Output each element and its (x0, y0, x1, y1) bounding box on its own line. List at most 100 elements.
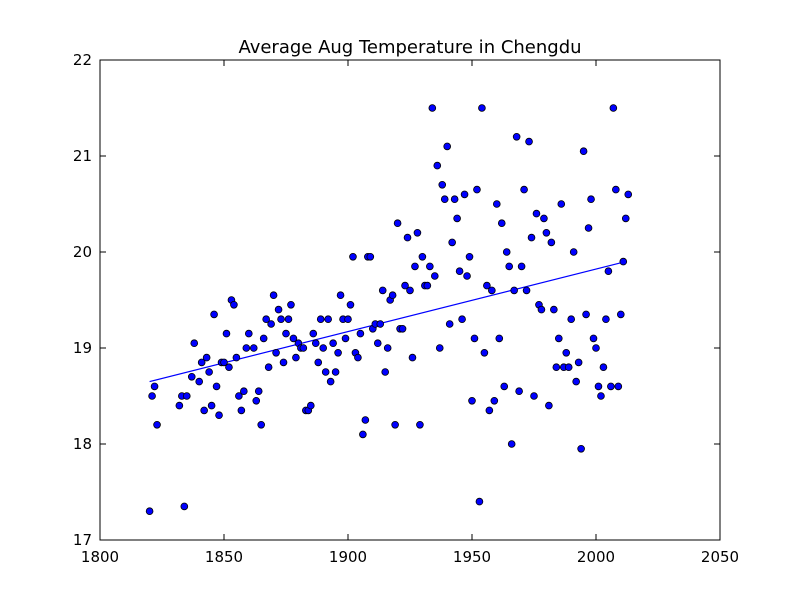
data-point (336, 291, 345, 300)
data-point (366, 252, 375, 261)
data-point (433, 161, 442, 170)
data-point (602, 315, 610, 324)
data-point (455, 267, 464, 276)
data-point (210, 310, 218, 319)
data-point (195, 377, 204, 386)
data-point (569, 248, 578, 256)
data-point (341, 334, 350, 343)
data-point (530, 392, 538, 400)
data-point (411, 262, 419, 271)
data-point (287, 300, 295, 309)
data-point (314, 358, 323, 367)
data-point (592, 344, 600, 352)
chart-title: Average Aug Temperature in Chengdu (238, 37, 581, 58)
data-point (607, 382, 615, 391)
data-point (440, 195, 449, 204)
data-point (594, 382, 603, 391)
data-point (512, 133, 521, 141)
data-point (398, 324, 407, 333)
data-point (426, 262, 434, 271)
data-point (354, 353, 362, 362)
data-point (597, 392, 605, 400)
data-point (230, 300, 238, 309)
data-point (259, 334, 268, 343)
data-point (582, 310, 590, 319)
y-tick-label: 21 (73, 147, 92, 165)
data-point (537, 305, 546, 314)
data-point (269, 291, 278, 300)
data-point (562, 348, 571, 357)
data-point (319, 344, 328, 352)
data-point (490, 396, 499, 405)
x-tick-label: 2000 (577, 548, 615, 566)
data-point (567, 315, 575, 324)
data-point (205, 368, 213, 376)
data-point (361, 416, 370, 424)
data-point (413, 229, 422, 237)
data-point (572, 377, 580, 386)
data-point (502, 248, 511, 256)
data-point (349, 252, 357, 261)
data-point (326, 377, 335, 386)
data-point (373, 339, 382, 348)
data-point (222, 329, 231, 338)
data-point (478, 104, 486, 112)
data-point (175, 401, 184, 410)
y-tick-label: 19 (73, 339, 92, 357)
data-point (232, 353, 241, 362)
data-point (488, 286, 496, 295)
data-point (299, 344, 308, 352)
data-point (458, 315, 466, 324)
data-point (277, 315, 285, 324)
data-point (497, 219, 506, 228)
data-point (284, 315, 293, 324)
data-point (515, 387, 523, 396)
data-point (430, 272, 439, 280)
data-point (465, 252, 474, 261)
data-point (483, 281, 491, 290)
data-point (619, 257, 628, 266)
y-tick-label: 17 (73, 531, 92, 549)
data-point (577, 444, 585, 453)
data-point (264, 363, 273, 372)
data-point (150, 382, 159, 391)
y-tick-label: 22 (73, 51, 92, 69)
data-point (550, 305, 558, 314)
data-point (145, 507, 154, 516)
data-point (616, 310, 625, 319)
data-point (517, 262, 526, 271)
data-point (621, 214, 630, 223)
data-point (215, 411, 223, 420)
data-point (416, 420, 424, 429)
data-point (267, 320, 275, 328)
data-point (180, 502, 189, 511)
data-point (547, 238, 556, 247)
data-point (450, 195, 459, 204)
data-point (579, 147, 588, 156)
data-point (249, 344, 258, 352)
data-point (443, 142, 452, 151)
data-point (225, 363, 233, 372)
data-point (187, 372, 196, 381)
plot-frame (99, 59, 721, 541)
data-point (329, 339, 337, 348)
data-point (200, 406, 208, 415)
data-point (346, 300, 355, 309)
x-tick-label: 2050 (701, 548, 739, 566)
data-point (148, 392, 156, 400)
data-point (505, 262, 514, 271)
data-point (604, 267, 613, 276)
data-point (220, 358, 228, 367)
data-point (190, 339, 199, 348)
data-point (344, 315, 352, 324)
y-tick-label: 20 (73, 243, 92, 261)
data-point (480, 348, 489, 357)
data-point (435, 344, 444, 352)
data-point (475, 497, 484, 506)
x-tick-label: 1900 (329, 548, 367, 566)
data-point (309, 329, 318, 338)
x-tick-label: 1800 (81, 548, 119, 566)
data-point (242, 344, 251, 352)
data-point (500, 382, 509, 391)
data-point (235, 392, 243, 400)
